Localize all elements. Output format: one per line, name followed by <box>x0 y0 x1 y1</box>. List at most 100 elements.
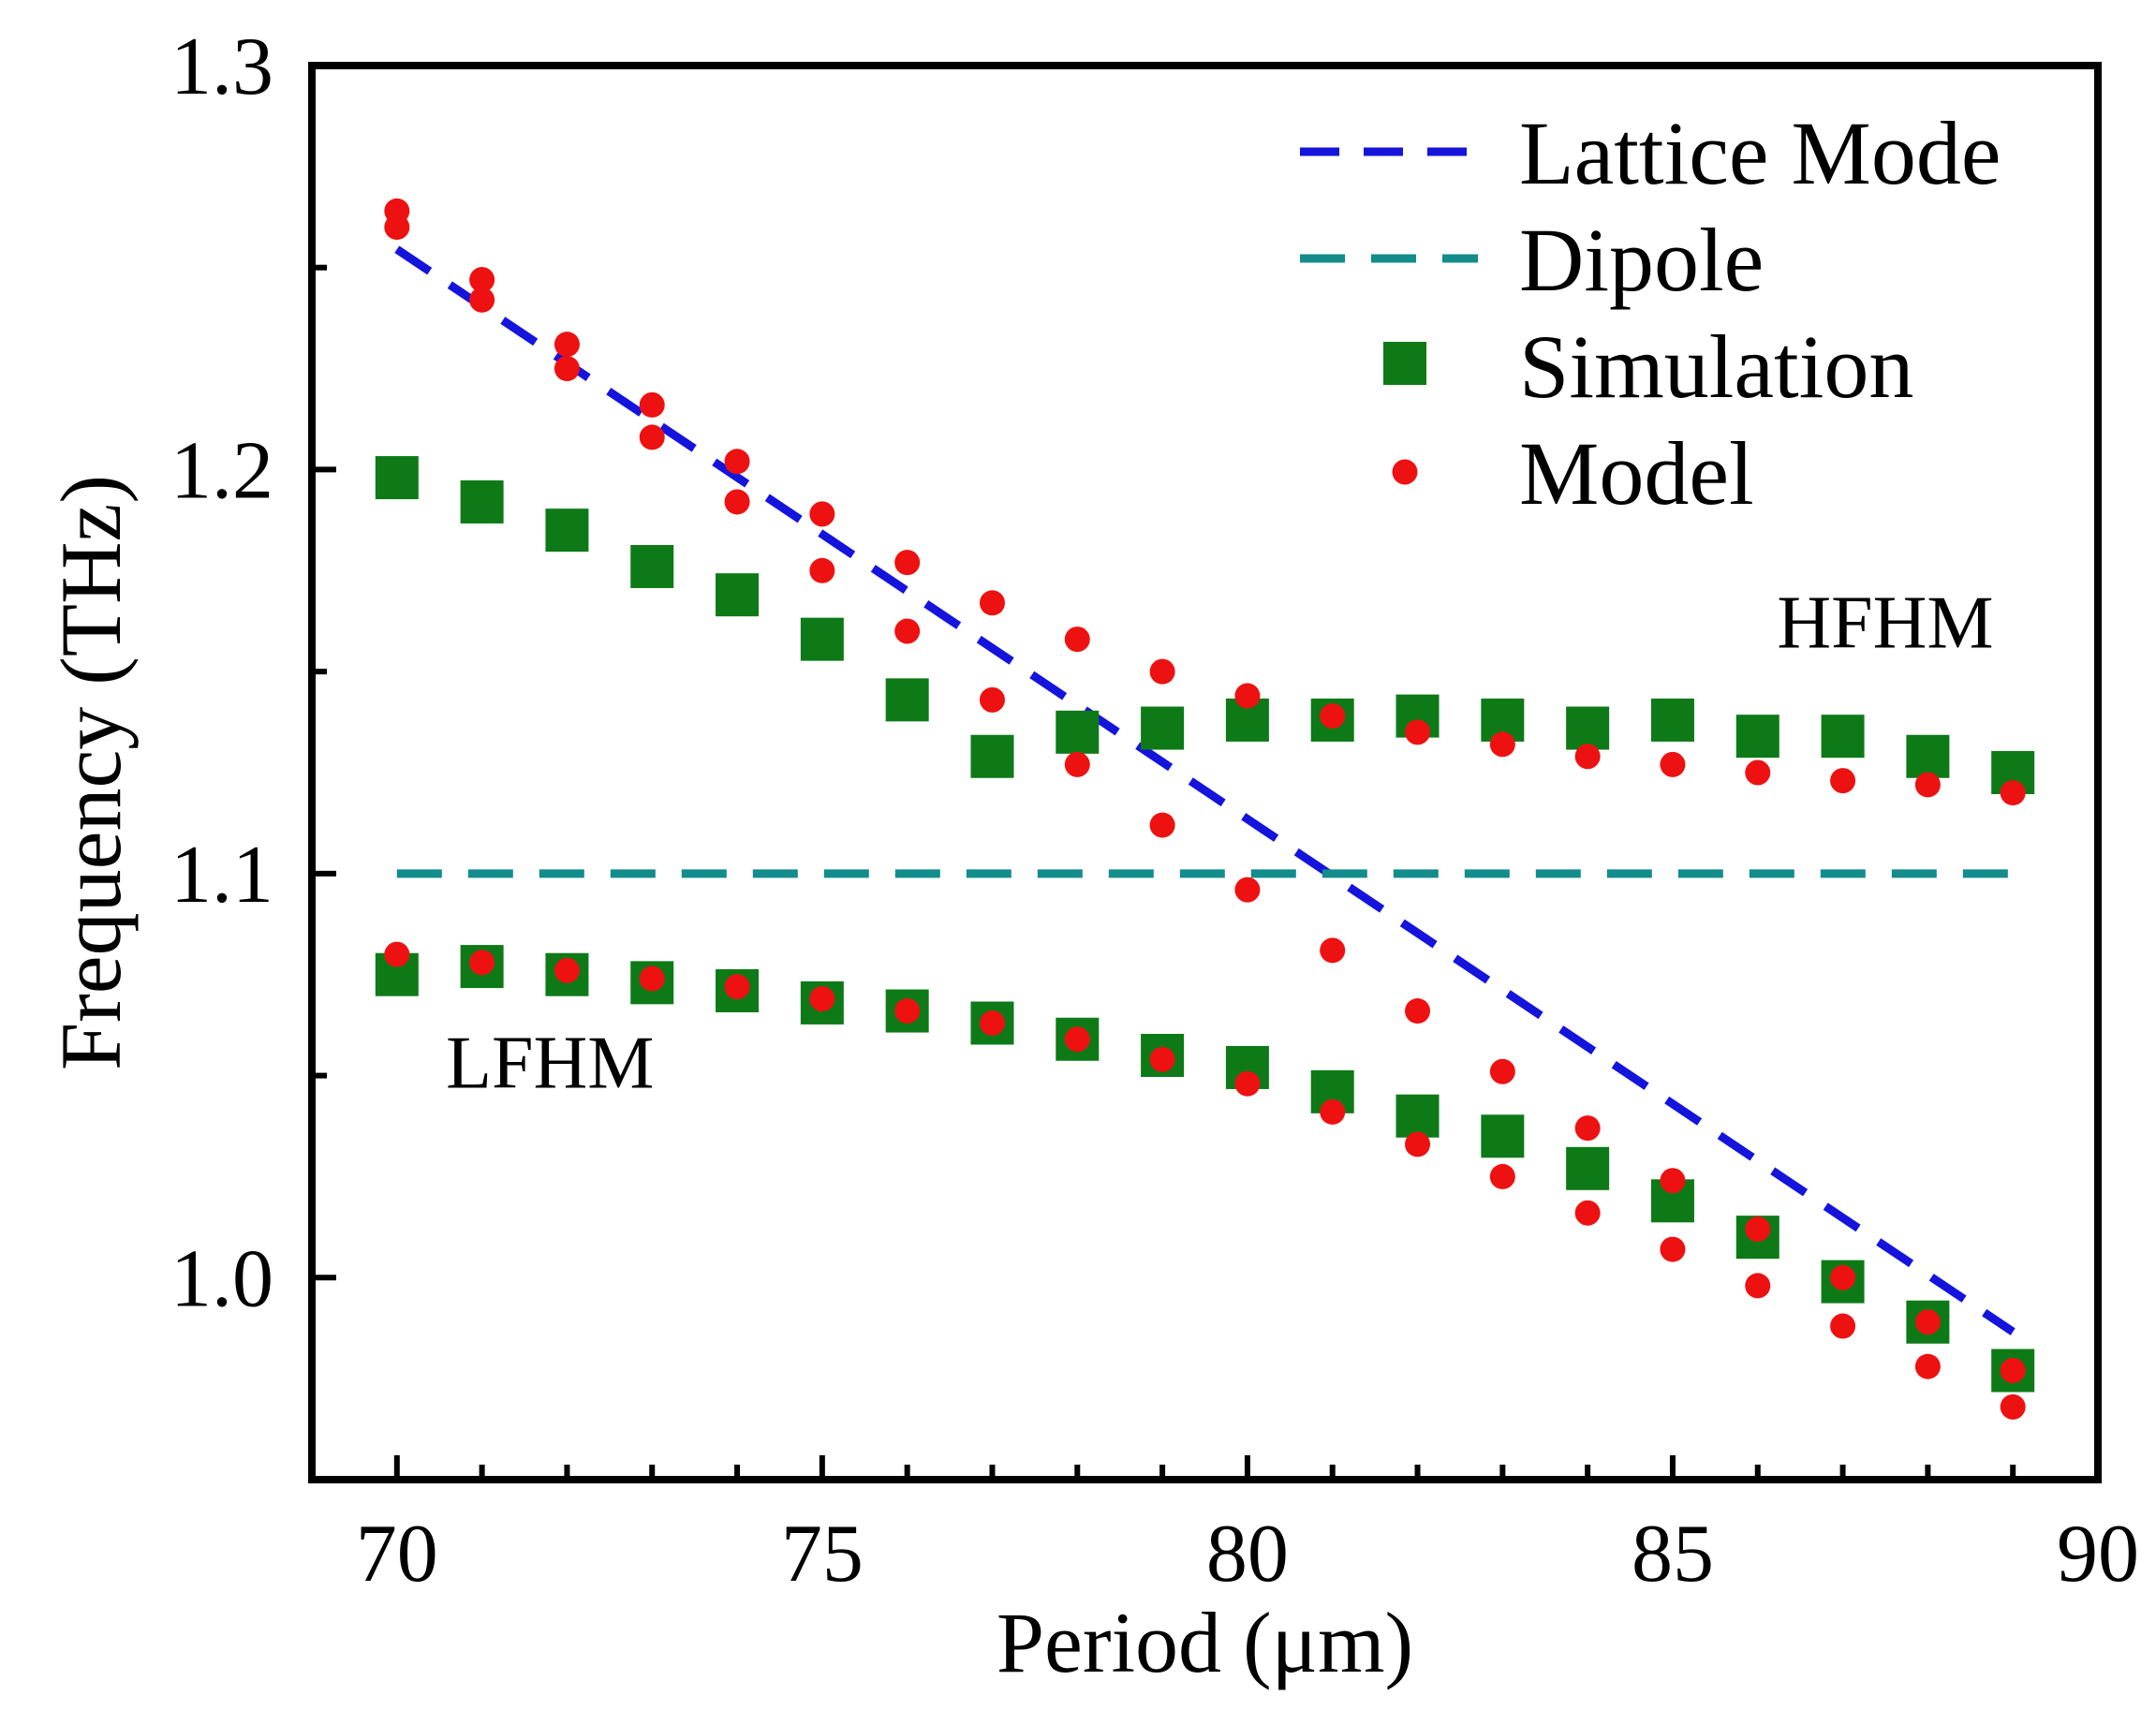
model-marker <box>1914 1353 1941 1379</box>
legend-label: Dipole <box>1519 210 1764 310</box>
legend-item: Lattice Mode <box>1300 103 2001 203</box>
model-marker <box>1234 877 1261 903</box>
model-marker <box>1234 683 1261 709</box>
model-marker <box>1149 1046 1175 1072</box>
simulation-marker <box>800 617 844 661</box>
simulation-marker <box>716 573 760 617</box>
model-marker <box>1574 1200 1601 1226</box>
model-marker <box>2000 1393 2026 1420</box>
model-marker <box>469 950 495 976</box>
model-marker <box>809 557 835 583</box>
legend-model-symbol <box>1392 459 1418 485</box>
legend-item: Dipole <box>1300 210 1764 310</box>
model-marker <box>809 501 835 527</box>
model-marker <box>1405 998 1431 1025</box>
model-marker <box>469 287 495 313</box>
simulation-marker <box>630 544 674 588</box>
model-marker <box>1149 812 1175 838</box>
model-marker <box>1830 768 1856 794</box>
annotations: HFHM LFHM <box>446 582 1993 1104</box>
x-tick-label: 70 <box>356 1509 438 1599</box>
model-marker <box>1830 1313 1856 1339</box>
model-marker <box>469 267 495 293</box>
model-marker <box>1745 759 1771 786</box>
model-marker <box>809 986 835 1012</box>
legend-label: Simulation <box>1519 317 1913 417</box>
model-marker <box>1660 751 1686 777</box>
simulation-marker <box>1906 734 1950 778</box>
simulation-marker <box>1650 698 1694 742</box>
model-marker <box>979 1010 1005 1036</box>
model-marker <box>1745 1216 1771 1243</box>
simulation-marker <box>885 678 929 722</box>
model-marker <box>979 590 1005 616</box>
model-marker <box>1064 627 1090 653</box>
legend-label: Model <box>1519 423 1754 523</box>
model-marker <box>1064 1026 1090 1053</box>
model-marker <box>554 356 580 382</box>
simulation-marker <box>1141 706 1185 750</box>
axes: 70 75 80 85 90 1.0 1.1 1.2 1.3 Period (μm) Frequen… <box>43 22 2139 1690</box>
model-marker <box>384 214 410 241</box>
model-marker <box>554 957 580 983</box>
model-marker <box>1830 1264 1856 1290</box>
simulation-marker <box>1566 1146 1610 1190</box>
series-lattice-mode <box>394 245 2016 1335</box>
model-marker <box>979 686 1005 713</box>
simulation-marker <box>1735 715 1779 759</box>
x-tick-label: 90 <box>2057 1509 2139 1599</box>
simulation-marker <box>545 509 589 553</box>
model-marker <box>2000 1358 2026 1384</box>
model-marker <box>1489 1163 1515 1189</box>
plot-series <box>375 198 2035 1420</box>
y-tick-label: 1.1 <box>170 830 273 921</box>
model-marker <box>1320 1098 1346 1125</box>
model-marker <box>1914 1309 1941 1335</box>
model-marker <box>1149 658 1175 685</box>
x-axis-label: Period (μm) <box>997 1595 1413 1690</box>
model-marker <box>384 941 410 967</box>
model-marker <box>1660 1168 1686 1194</box>
simulation-marker <box>970 734 1014 778</box>
model-marker <box>639 966 665 992</box>
annotation-lfhm: LFHM <box>446 1023 654 1105</box>
annotation-hfhm: HFHM <box>1777 582 1993 664</box>
plot-frame <box>308 62 2102 1483</box>
model-marker <box>2000 780 2026 806</box>
model-marker <box>554 332 580 358</box>
x-tick-label: 80 <box>1206 1509 1289 1599</box>
model-marker <box>1489 731 1515 758</box>
model-marker <box>724 974 750 1000</box>
model-marker <box>1405 1131 1431 1157</box>
model-marker <box>1574 1115 1601 1142</box>
legend-simulation-symbol <box>1383 342 1426 385</box>
model-marker <box>1405 719 1431 745</box>
simulation-marker <box>460 479 504 523</box>
model-marker <box>1320 937 1346 964</box>
y-tick-label: 1.2 <box>170 425 273 516</box>
model-marker <box>724 489 750 515</box>
simulation-marker <box>1056 710 1100 754</box>
simulation-marker <box>1481 1114 1525 1158</box>
series-model <box>384 198 2026 1420</box>
model-marker <box>1574 744 1601 770</box>
legend-item: Simulation <box>1383 317 1913 417</box>
x-tick-label: 85 <box>1632 1509 1714 1599</box>
y-tick-label: 1.3 <box>170 22 273 112</box>
model-marker <box>1914 772 1941 798</box>
lattice-mode-line <box>394 245 2016 1335</box>
simulation-marker <box>1821 715 1865 759</box>
simulation-marker <box>1395 1094 1440 1138</box>
model-marker <box>1745 1273 1771 1299</box>
model-marker <box>639 424 665 450</box>
model-marker <box>724 449 750 475</box>
model-marker <box>894 618 921 644</box>
simulation-marker <box>375 456 419 500</box>
model-marker <box>1320 703 1346 730</box>
x-tick-label: 75 <box>781 1509 864 1599</box>
model-marker <box>894 998 921 1025</box>
model-marker <box>1660 1236 1686 1262</box>
y-tick-label: 1.0 <box>170 1233 273 1324</box>
legend-item: Model <box>1392 423 1754 523</box>
